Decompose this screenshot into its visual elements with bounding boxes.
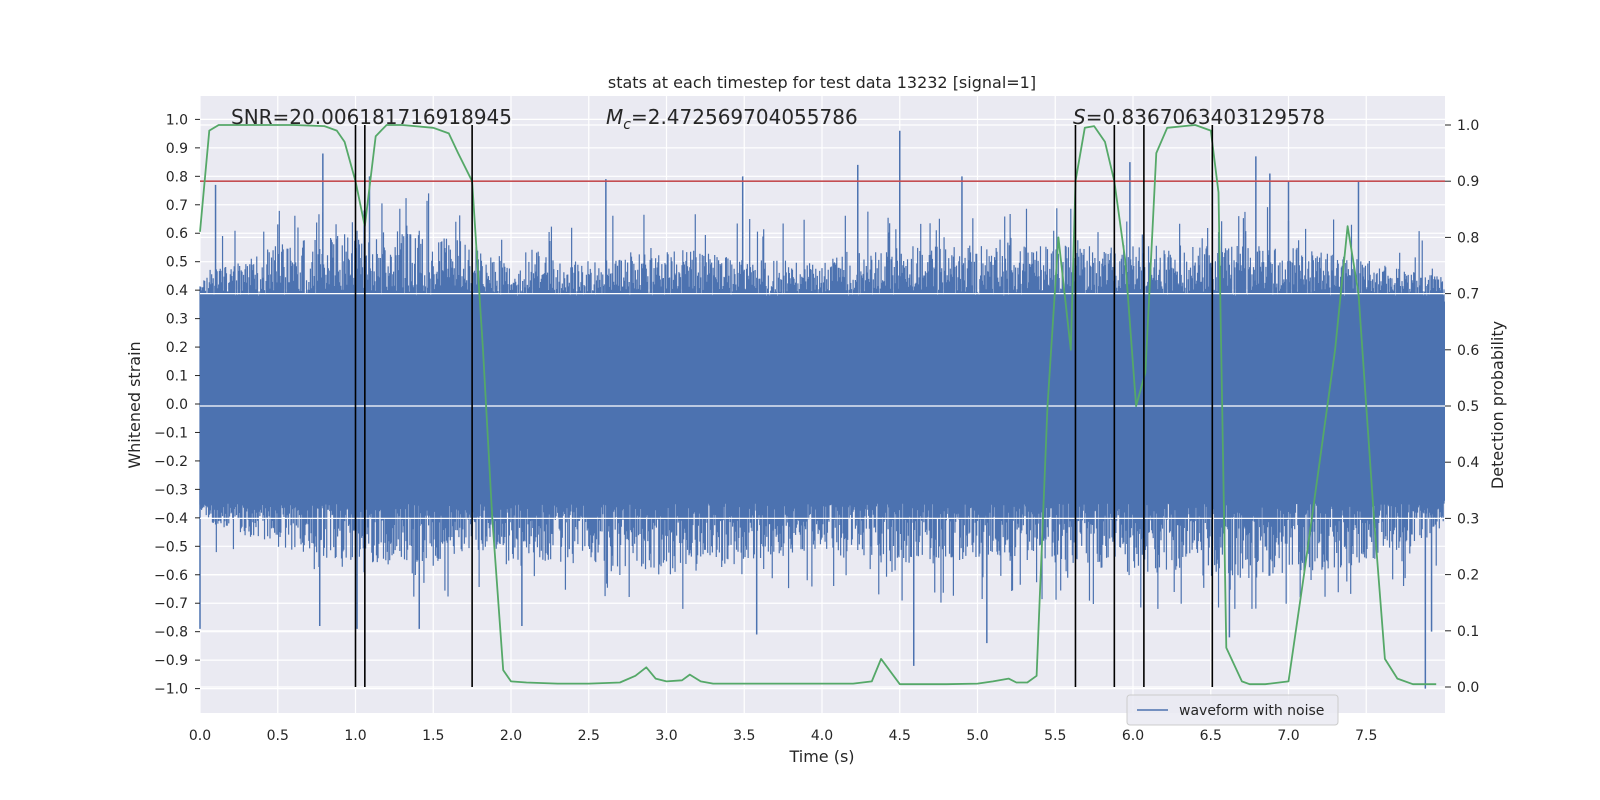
y-axis-right-label: Detection probability	[1488, 321, 1507, 489]
y-tick-label-right: 0.8	[1457, 230, 1479, 246]
snr-annotation: SNR=20.006181716918945	[231, 105, 512, 129]
y-tick-label-right: 1.0	[1457, 118, 1479, 134]
y-tick-label-left: 0.0	[166, 397, 188, 413]
chart-title: stats at each timestep for test data 132…	[608, 73, 1036, 92]
x-tick-label: 6.5	[1200, 728, 1222, 744]
y-tick-label-left: −0.3	[154, 482, 188, 498]
s-annotation: S=0.8367063403129578	[1073, 105, 1325, 129]
y-tick-label-left: −0.8	[154, 625, 188, 641]
y-tick-label-right: 0.9	[1457, 174, 1479, 190]
y-tick-label-left: −0.9	[154, 653, 188, 669]
chirp-mass-annotation: Mc=2.472569704055786	[606, 105, 858, 133]
x-tick-label: 7.5	[1355, 728, 1377, 744]
s-value: =0.8367063403129578	[1086, 105, 1325, 129]
y-tick-label-left: −0.1	[154, 425, 188, 441]
y-tick-label-right: 0.0	[1457, 680, 1479, 696]
y-tick-label-left: 0.2	[166, 340, 188, 356]
x-tick-label: 1.0	[344, 728, 366, 744]
probability-line	[199, 124, 1437, 686]
x-tick-label: 3.5	[733, 728, 755, 744]
probability-series	[199, 124, 1437, 686]
x-tick-label: 2.5	[578, 728, 600, 744]
y-tick-label-left: 0.4	[166, 283, 188, 299]
x-axis-label: Time (s)	[788, 747, 854, 766]
x-axis-ticks: 0.0 0.5 1.0 1.5 2.0 2.5 3.0 3.5 4.0 4.5 5.0 5.5 6.0 6…	[189, 728, 1378, 744]
x-tick-label: 5.0	[966, 728, 988, 744]
y-tick-label-left: −0.5	[154, 539, 188, 555]
waveform-series	[199, 130, 1445, 689]
y-tick-label-left: 0.9	[166, 141, 188, 157]
x-tick-label: 4.5	[889, 728, 911, 744]
y-tick-label-left: −0.4	[154, 511, 188, 527]
y-tick-label-left: 1.0	[166, 112, 188, 128]
y-tick-label-left: −0.7	[154, 596, 188, 612]
y-tick-label-right: 0.5	[1457, 399, 1479, 415]
x-tick-label: 4.0	[811, 728, 833, 744]
x-tick-label: 6.0	[1122, 728, 1144, 744]
legend: waveform with noise	[1126, 694, 1339, 726]
y-tick-label-left: 0.7	[166, 198, 188, 214]
y-tick-label-left: −0.6	[154, 568, 188, 584]
x-tick-label: 0.0	[189, 728, 211, 744]
legend-entry-waveform: waveform with noise	[1179, 703, 1324, 719]
vertical-markers	[354, 125, 1214, 687]
waveform-core-band	[200, 301, 1445, 501]
y-tick-label-right: 0.2	[1457, 568, 1479, 584]
y-tick-label-left: 0.3	[166, 312, 188, 328]
y-tick-label-left: 0.1	[166, 369, 188, 385]
y-axis-left-ticks: 1.0 0.9 0.8 0.7 0.6 0.5 0.4 0.3 0.2 0.1 0.0 −0.1 −0.…	[154, 112, 200, 698]
y-tick-label-left: 0.8	[166, 169, 188, 185]
x-tick-label: 5.5	[1044, 728, 1066, 744]
chirp-mass-subscript: c	[623, 117, 631, 133]
y-axis-left-label: Whitened strain	[125, 341, 144, 468]
y-tick-label-right: 0.3	[1457, 511, 1479, 527]
y-tick-label-right: 0.7	[1457, 287, 1479, 303]
y-tick-label-left: 0.6	[166, 226, 188, 242]
x-tick-label: 0.5	[267, 728, 289, 744]
y-axis-right-ticks: 1.0 0.9 0.8 0.7 0.6 0.5 0.4 0.3 0.2 0.1 0.0	[1445, 118, 1479, 696]
x-tick-label: 7.0	[1277, 728, 1299, 744]
y-tick-label-right: 0.6	[1457, 343, 1479, 359]
y-tick-label-right: 0.4	[1457, 455, 1479, 471]
x-tick-label: 1.5	[422, 728, 444, 744]
x-tick-label: 3.0	[655, 728, 677, 744]
chirp-mass-value: =2.472569704055786	[631, 105, 858, 129]
y-tick-label-left: 0.5	[166, 255, 188, 271]
chirp-mass-symbol: M	[606, 105, 623, 129]
x-tick-label: 2.0	[500, 728, 522, 744]
y-tick-label-left: −0.2	[154, 454, 188, 470]
s-symbol: S	[1073, 105, 1086, 129]
legend-box	[1126, 694, 1339, 726]
y-tick-label-right: 0.1	[1457, 624, 1479, 640]
y-tick-label-left: −1.0	[154, 682, 188, 698]
